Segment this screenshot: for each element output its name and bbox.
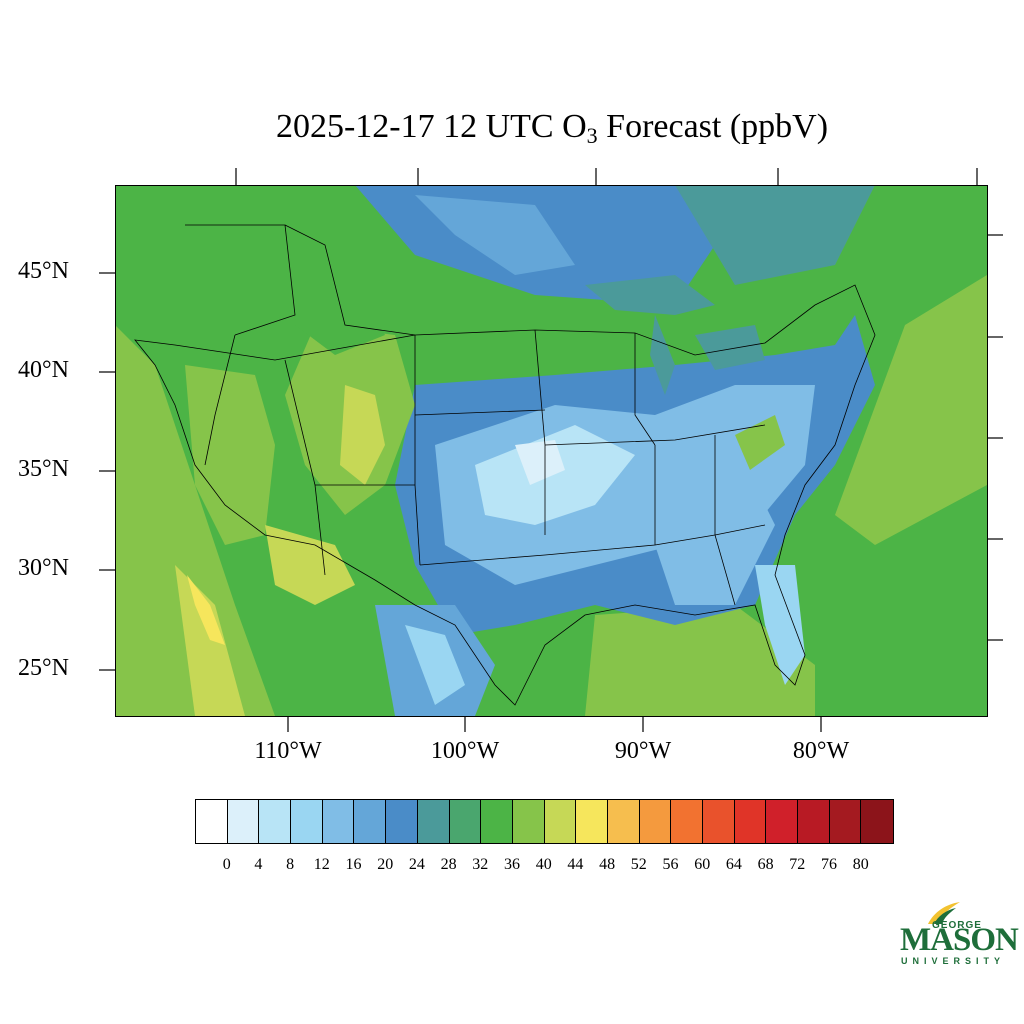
- colorbar-tick-label: 12: [313, 856, 330, 873]
- colorbar-tick-label: 48: [599, 856, 616, 873]
- colorbar-tick-label: 36: [504, 856, 520, 873]
- colorbar-tick-label: 24: [408, 856, 425, 873]
- logo-george: GEORGE: [932, 920, 982, 931]
- lat-label-25: 25°N: [18, 655, 69, 681]
- lon-label-100w: 100°W: [430, 738, 500, 764]
- colorbar-tick-label: 56: [662, 856, 679, 873]
- colorbar-box-15: [671, 800, 703, 843]
- colorbar-box-1: [227, 800, 260, 843]
- title-subscript: 3: [586, 123, 598, 148]
- colorbar-tick-label: 0: [222, 856, 231, 873]
- colorbar-box-11: [544, 800, 577, 843]
- colorbar-box-5: [354, 800, 387, 843]
- colorbar-box-16: [703, 800, 735, 843]
- colorbar-tick-label: 80: [852, 856, 869, 873]
- title-prefix: 2025-12-17 12 UTC O: [275, 108, 587, 145]
- colorbar-tick-label: 8: [286, 856, 295, 873]
- colorbar-tick-label: 20: [377, 856, 394, 873]
- colorbar: [195, 799, 895, 844]
- title-suffix: Forecast (ppbV): [597, 108, 829, 145]
- colorbar-box-19: [798, 800, 830, 843]
- colorbar-tick-label: 44: [567, 856, 584, 873]
- colorbar-tick-label: 28: [440, 856, 457, 873]
- ozone-map: [115, 185, 987, 716]
- lon-label-90w: 90°W: [614, 738, 672, 764]
- colorbar-box-18: [766, 800, 799, 843]
- colorbar-box-10: [512, 800, 545, 843]
- colorbar-tick-label: 4: [254, 856, 263, 873]
- colorbar-box-14: [639, 800, 672, 843]
- colorbar-box-21: [861, 800, 894, 843]
- colorbar-tick-label: 72: [789, 856, 806, 873]
- lon-label-110w: 110°W: [254, 738, 322, 764]
- colorbar-box-17: [734, 800, 767, 843]
- colorbar-box-6: [386, 800, 418, 843]
- lat-label-45: 45°N: [18, 258, 69, 284]
- colorbar-tick-label: 60: [694, 856, 711, 873]
- colorbar-box-2: [259, 800, 292, 843]
- colorbar-box-3: [291, 800, 323, 843]
- colorbar-tick-label: 76: [821, 856, 837, 873]
- colorbar-box-4: [322, 800, 355, 843]
- logo-flame-icon: [928, 902, 960, 924]
- colorbar-tick-label: 32: [472, 856, 489, 873]
- colorbar-tick-label: 52: [630, 856, 647, 873]
- colorbar-box-13: [607, 800, 640, 843]
- colorbar-box-9: [481, 800, 513, 843]
- ozone-forecast-field: [115, 185, 987, 716]
- map-title: 2025-12-17 12 UTC O3 Forecast (ppbV): [0, 108, 1024, 149]
- colorbar-tick-label: 64: [725, 856, 742, 873]
- colorbar-box-0: [196, 800, 228, 843]
- colorbar-tick-label: 40: [535, 856, 552, 873]
- lat-label-40: 40°N: [18, 357, 69, 383]
- lon-label-80w: 80°W: [792, 738, 850, 764]
- lat-label-35: 35°N: [18, 456, 69, 482]
- colorbar-box-12: [576, 800, 608, 843]
- lat-label-30: 30°N: [18, 555, 69, 581]
- colorbar-tick-label: 16: [345, 856, 362, 873]
- logo-mason: MASON: [900, 922, 1019, 958]
- colorbar-box-20: [829, 800, 862, 843]
- george-mason-logo: GEORGE MASON UNIVERSITY: [898, 900, 1019, 970]
- colorbar-box-7: [417, 800, 450, 843]
- colorbar-box-8: [449, 800, 482, 843]
- logo-university: UNIVERSITY: [901, 956, 1006, 966]
- colorbar-tick-label: 68: [757, 856, 774, 873]
